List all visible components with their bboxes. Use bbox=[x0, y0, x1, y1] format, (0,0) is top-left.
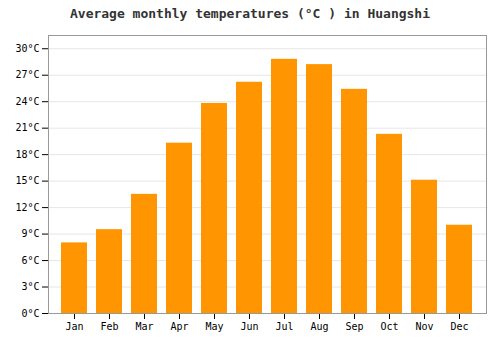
svg-text:Dec: Dec bbox=[450, 321, 468, 332]
svg-text:24°C: 24°C bbox=[15, 96, 39, 107]
svg-text:Apr: Apr bbox=[170, 321, 188, 332]
svg-text:0°C: 0°C bbox=[21, 308, 39, 319]
svg-text:Feb: Feb bbox=[100, 321, 118, 332]
svg-text:21°C: 21°C bbox=[15, 122, 39, 133]
svg-text:Oct: Oct bbox=[380, 321, 398, 332]
svg-text:9°C: 9°C bbox=[21, 228, 39, 239]
svg-text:Aug: Aug bbox=[310, 321, 328, 332]
svg-text:27°C: 27°C bbox=[15, 69, 39, 80]
svg-text:12°C: 12°C bbox=[15, 202, 39, 213]
svg-text:3°C: 3°C bbox=[21, 281, 39, 292]
svg-text:Jan: Jan bbox=[65, 321, 83, 332]
svg-text:Jun: Jun bbox=[240, 321, 258, 332]
svg-text:Mar: Mar bbox=[135, 321, 153, 332]
svg-text:18°C: 18°C bbox=[15, 149, 39, 160]
html-text:Average monthly temperatures (: Average monthly temperatures (°C ) in Hu… bbox=[70, 6, 430, 21]
svg-text:May: May bbox=[205, 321, 223, 332]
svg-text:Sep: Sep bbox=[345, 321, 363, 332]
svg-text:6°C: 6°C bbox=[21, 255, 39, 266]
svg-text:Jul: Jul bbox=[275, 321, 293, 332]
svg-text:15°C: 15°C bbox=[15, 175, 39, 186]
svg-text:Nov: Nov bbox=[415, 321, 433, 332]
svg-text:30°C: 30°C bbox=[15, 43, 39, 54]
